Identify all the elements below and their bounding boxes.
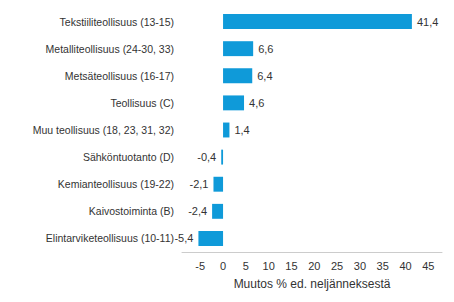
svg-text:Metalliteollisuus (24-30, 33): Metalliteollisuus (24-30, 33)	[46, 43, 174, 55]
svg-text:45: 45	[422, 260, 434, 272]
svg-text:-5: -5	[195, 260, 205, 272]
svg-text:30: 30	[354, 260, 366, 272]
svg-text:41,4: 41,4	[417, 16, 438, 28]
svg-text:15: 15	[285, 260, 297, 272]
svg-text:-5,4: -5,4	[174, 232, 193, 244]
svg-text:-0,4: -0,4	[197, 151, 216, 163]
svg-text:Sähköntuotanto (D): Sähköntuotanto (D)	[83, 151, 174, 163]
svg-text:Tekstiiliteollisuus (13-15): Tekstiiliteollisuus (13-15)	[60, 16, 174, 28]
svg-text:25: 25	[331, 260, 343, 272]
svg-text:10: 10	[263, 260, 275, 272]
svg-text:6,4: 6,4	[257, 70, 272, 82]
svg-text:35: 35	[377, 260, 389, 272]
svg-text:Teollisuus (C): Teollisuus (C)	[110, 97, 174, 109]
svg-text:-2,1: -2,1	[190, 178, 209, 190]
svg-text:Elintarviketeollisuus (10-11): Elintarviketeollisuus (10-11)	[46, 232, 174, 244]
svg-text:Muu teollisuus (18, 23, 31, 32: Muu teollisuus (18, 23, 31, 32)	[33, 124, 174, 136]
svg-text:5: 5	[243, 260, 249, 272]
svg-text:Metsäteollisuus (16-17): Metsäteollisuus (16-17)	[65, 70, 174, 82]
svg-text:6,6: 6,6	[258, 43, 273, 55]
svg-text:40: 40	[399, 260, 411, 272]
svg-text:Kemianteollisuus (19-22): Kemianteollisuus (19-22)	[58, 178, 174, 190]
svg-text:Kaivostoiminta (B): Kaivostoiminta (B)	[89, 205, 174, 217]
svg-text:0: 0	[220, 260, 226, 272]
svg-text:4,6: 4,6	[249, 97, 264, 109]
svg-text:-2,4: -2,4	[188, 205, 207, 217]
svg-text:20: 20	[308, 260, 320, 272]
svg-text:Muutos % ed. neljänneksestä: Muutos % ed. neljänneksestä	[234, 277, 391, 291]
svg-text:1,4: 1,4	[234, 124, 249, 136]
